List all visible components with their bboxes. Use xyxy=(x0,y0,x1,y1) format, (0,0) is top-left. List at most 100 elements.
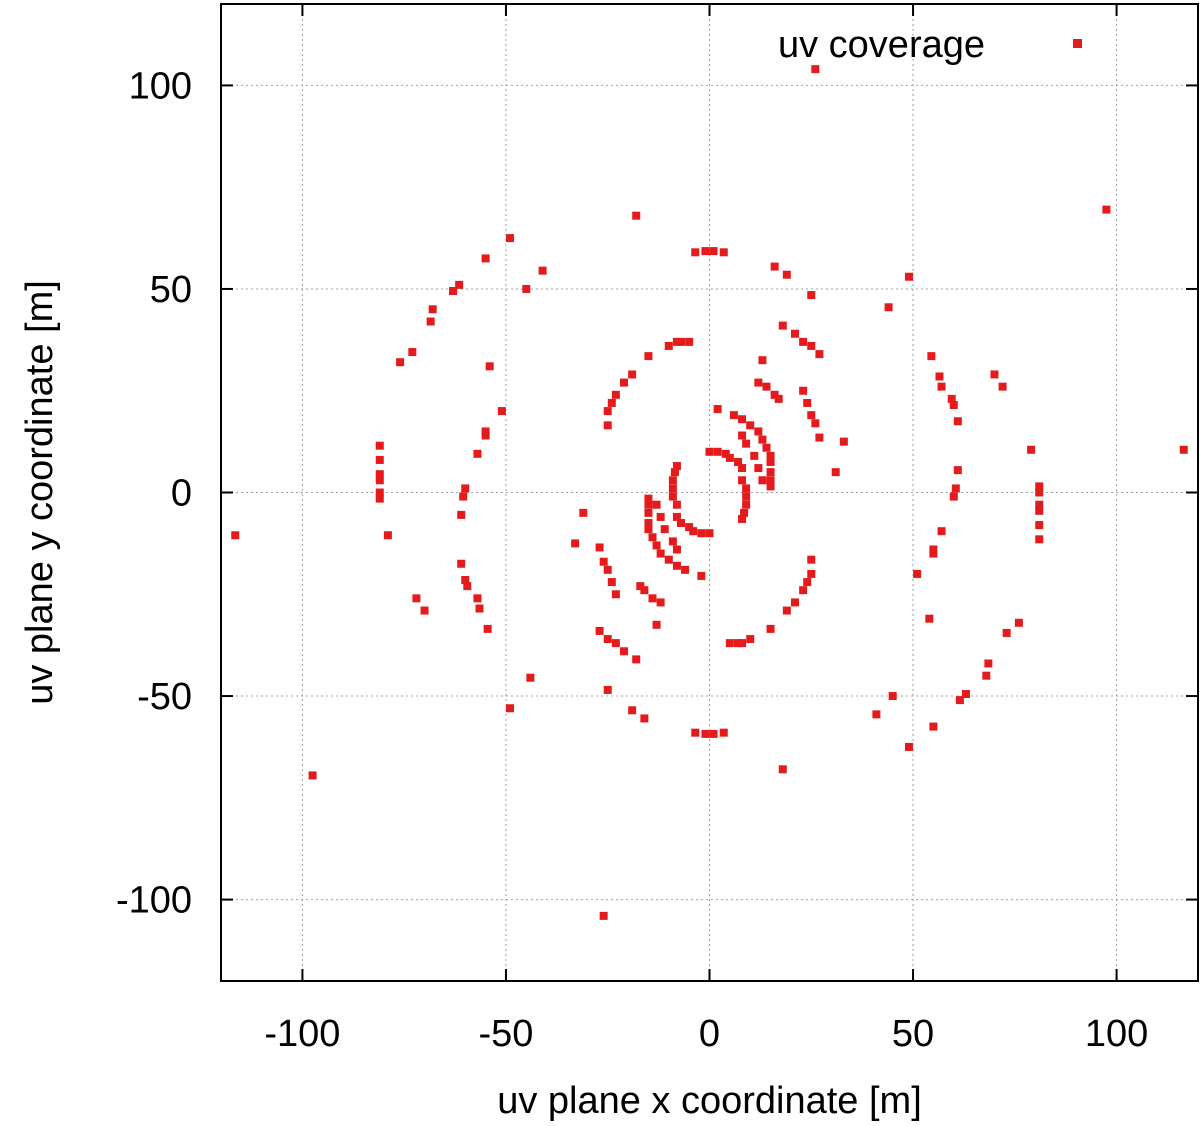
data-point xyxy=(1014,618,1023,627)
data-point xyxy=(815,433,824,442)
data-point xyxy=(927,352,936,361)
y-tick-label: -50 xyxy=(137,676,192,718)
data-point xyxy=(955,696,964,705)
data-point xyxy=(713,447,722,456)
data-point xyxy=(872,710,881,719)
data-point xyxy=(644,525,653,534)
data-point xyxy=(766,624,775,633)
data-point xyxy=(603,407,612,416)
data-point xyxy=(913,569,922,578)
data-point xyxy=(1102,205,1111,214)
data-point xyxy=(420,606,429,615)
data-point xyxy=(308,771,317,780)
data-point xyxy=(648,594,657,603)
data-point xyxy=(811,419,820,428)
data-point xyxy=(672,337,681,346)
data-point xyxy=(713,405,722,414)
data-point xyxy=(754,427,763,436)
legend: uv coverage xyxy=(778,24,1082,66)
data-point xyxy=(375,441,384,450)
data-point xyxy=(375,470,384,479)
data-point xyxy=(719,248,728,257)
data-point xyxy=(485,362,494,371)
data-point xyxy=(603,685,612,694)
data-point xyxy=(766,468,775,477)
data-point xyxy=(774,394,783,403)
data-point xyxy=(738,639,747,648)
data-point xyxy=(990,370,999,379)
data-point xyxy=(738,415,747,424)
data-point xyxy=(603,565,612,574)
data-point xyxy=(705,447,714,456)
legend-marker xyxy=(1073,39,1082,48)
data-point xyxy=(778,321,787,330)
data-point xyxy=(790,598,799,607)
data-point xyxy=(839,437,848,446)
data-point xyxy=(599,911,608,920)
y-tick-label: -100 xyxy=(116,880,192,922)
y-tick-label: 50 xyxy=(150,269,192,311)
data-point xyxy=(672,545,681,554)
data-point xyxy=(636,582,645,591)
data-point xyxy=(803,398,812,407)
data-point xyxy=(742,500,751,509)
data-point xyxy=(705,529,714,538)
data-point xyxy=(506,704,515,713)
data-point xyxy=(396,358,405,367)
data-point xyxy=(766,457,775,466)
data-point xyxy=(611,390,620,399)
data-point xyxy=(904,272,913,281)
data-point xyxy=(799,386,808,395)
data-point xyxy=(937,382,946,391)
data-point xyxy=(668,537,677,546)
data-point xyxy=(998,382,1007,391)
data-point xyxy=(685,523,694,532)
data-point xyxy=(742,484,751,493)
data-point xyxy=(656,598,665,607)
data-point xyxy=(811,65,820,74)
data-point xyxy=(733,457,742,466)
data-point xyxy=(1027,445,1036,454)
data-point xyxy=(750,451,759,460)
data-point xyxy=(506,234,515,243)
data-point xyxy=(740,508,749,517)
data-point xyxy=(668,484,677,493)
data-point xyxy=(982,671,991,680)
data-point xyxy=(648,533,657,542)
data-point xyxy=(984,659,993,668)
data-point xyxy=(1035,482,1044,491)
data-point xyxy=(668,492,677,501)
data-point xyxy=(685,337,694,346)
data-point xyxy=(461,484,470,493)
data-point xyxy=(691,248,700,257)
data-point xyxy=(742,492,751,501)
x-tick-label: 0 xyxy=(699,1013,720,1055)
data-point xyxy=(660,525,669,534)
data-point xyxy=(644,500,653,509)
data-point xyxy=(640,714,649,723)
data-point xyxy=(742,439,751,448)
data-point xyxy=(375,488,384,497)
data-point xyxy=(457,510,466,519)
data-point xyxy=(807,555,816,564)
data-point xyxy=(762,382,771,391)
data-point xyxy=(770,262,779,271)
data-point xyxy=(929,722,938,731)
data-point xyxy=(884,303,893,312)
y-tick-label: 100 xyxy=(129,65,192,107)
data-point xyxy=(656,512,665,521)
data-point xyxy=(778,765,787,774)
data-points xyxy=(231,65,1188,920)
data-point xyxy=(961,690,970,699)
data-point xyxy=(831,468,840,477)
data-point xyxy=(473,449,482,458)
data-point xyxy=(807,291,816,300)
x-tick-label: -100 xyxy=(264,1013,340,1055)
data-point xyxy=(672,462,681,471)
data-point xyxy=(807,411,816,420)
data-point xyxy=(803,578,812,587)
data-point xyxy=(738,431,747,440)
data-point xyxy=(497,407,506,416)
data-point xyxy=(677,337,686,346)
